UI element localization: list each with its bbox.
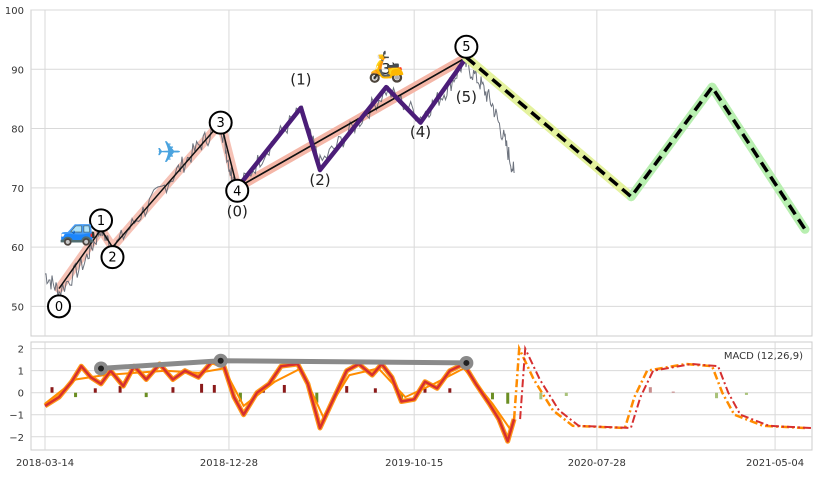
histogram-bar-17 (490, 392, 494, 400)
histogram-forecast-bar-0 (539, 392, 543, 400)
wave-marker-3 (208, 110, 233, 135)
wave-marker-4 (225, 178, 250, 203)
macd-ytick-1: −1 (9, 411, 24, 422)
divergence-dot-2 (463, 359, 470, 366)
macd-forecast-line (519, 344, 812, 430)
scooter-icon: 🛵 (367, 49, 404, 84)
xtick-3: 2020-07-28 (568, 458, 626, 469)
price-panel: (0) (1) (2) (3) (4) (5) 0 1 2 3 4 5 🚙 ✈ 🛵 (45, 34, 810, 319)
price-ytick-3: 80 (11, 125, 24, 136)
car-icon: 🚙 (59, 212, 96, 247)
histogram-bar-7 (212, 384, 216, 393)
wave-marker-label-1: 1 (97, 214, 105, 229)
wave-marker-5 (454, 34, 479, 59)
wave-marker-label-3: 3 (217, 116, 225, 131)
histogram-bar-12 (345, 386, 349, 393)
macd-ytick-0: −2 (9, 433, 24, 444)
histogram-bar-16 (448, 388, 452, 393)
wave-marker-1 (89, 208, 114, 233)
histogram-bar-6 (200, 383, 204, 393)
histogram-bar-11 (315, 392, 319, 403)
macd-ytick-2: 0 (18, 389, 24, 400)
xtick-1: 2018-12-28 (200, 458, 258, 469)
price-ytick-0: 50 (11, 302, 24, 313)
xtick-4: 2021-05-04 (746, 458, 804, 469)
histogram-bar-5 (171, 387, 175, 393)
macd-legend: MACD (12,26,9) (724, 351, 803, 362)
histogram-bar-8 (238, 392, 242, 402)
subwave-label-1: (1) (290, 71, 311, 89)
wave-marker-label-5: 5 (462, 40, 470, 55)
histogram-forecast-bar-4 (715, 392, 719, 399)
xtick-0: 2018-03-14 (16, 458, 74, 469)
histogram-bar-0 (50, 387, 54, 393)
histogram-bar-15 (423, 388, 427, 393)
airplane-icon: ✈ (157, 135, 182, 170)
divergence-dot-1 (217, 357, 224, 364)
histogram-bar-3 (118, 386, 122, 393)
macd-panel-frame (30, 341, 813, 451)
subwave-label-4: (4) (410, 123, 431, 141)
price-series (45, 54, 515, 299)
histogram-forecast-bar-5 (744, 392, 748, 395)
histogram-bar-4 (144, 392, 148, 398)
histogram-forecast-bar-2 (648, 387, 652, 393)
forecast-line (465, 56, 807, 231)
histogram-forecast-bar-3 (671, 391, 675, 393)
macd-forecast-signal (512, 343, 806, 430)
subwave-label-0: (0) (227, 202, 248, 220)
histogram-bar-18 (506, 392, 510, 404)
macd-line (44, 360, 516, 443)
histogram-bar-1 (74, 392, 78, 398)
macd-ytick-3: 1 (18, 367, 24, 378)
price-ytick-5: 100 (5, 6, 24, 17)
wave-marker-label-0: 0 (55, 300, 63, 315)
divergence-dot-0 (98, 365, 105, 372)
macd-ytick-4: 2 (18, 345, 24, 356)
subwave-label-3: (3) (376, 60, 397, 78)
xtick-2: 2019-10-15 (385, 458, 443, 469)
wave-marker-label-2: 2 (108, 251, 116, 266)
wave-marker-2 (100, 245, 125, 270)
subwave-label-2: (2) (309, 171, 330, 189)
macd-panel (43, 343, 812, 444)
subwave-trendline (236, 56, 467, 189)
price-panel-frame (30, 9, 813, 337)
price-ytick-2: 70 (11, 184, 24, 195)
histogram-forecast-bar-1 (564, 392, 568, 396)
price-ytick-4: 90 (11, 65, 24, 76)
price-ytick-1: 60 (11, 243, 24, 254)
wave-marker-label-4: 4 (233, 184, 241, 199)
subwave-label-5: (5) (456, 88, 477, 106)
histogram-bar-10 (282, 384, 286, 393)
histogram-bar-2 (93, 388, 97, 393)
wave-marker-0 (47, 294, 72, 319)
subwave-line (235, 56, 469, 190)
histogram-bar-13 (373, 388, 377, 393)
